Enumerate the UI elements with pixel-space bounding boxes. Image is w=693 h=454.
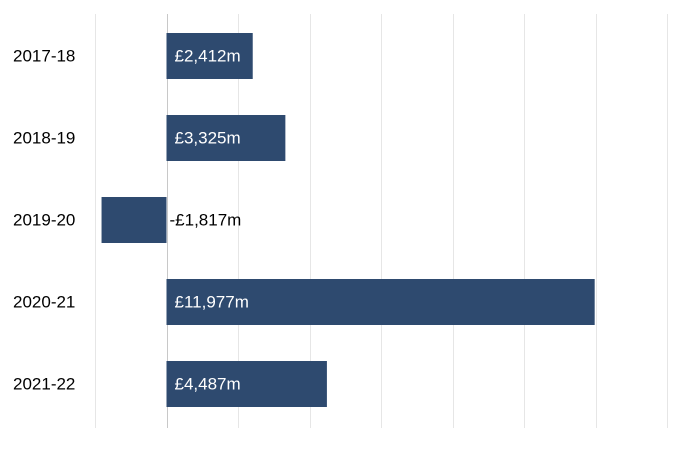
category-label: 2021-22	[13, 375, 75, 394]
category-label: 2019-20	[13, 211, 75, 230]
label-layer: 2017-18 £2,412m 2018-19 £3,325m 2019-20 -£1,8…	[13, 47, 249, 394]
bar-2017-18	[166, 33, 253, 79]
value-label: £3,325m	[175, 129, 241, 148]
value-label: £11,977m	[175, 293, 249, 312]
value-label: -£1,817m	[170, 211, 242, 230]
value-label: £2,412m	[175, 47, 241, 66]
bar-2020-21	[166, 279, 595, 325]
value-label: £4,487m	[175, 375, 241, 394]
category-label: 2020-21	[13, 293, 75, 312]
category-label: 2017-18	[13, 47, 75, 66]
bar-layer	[101, 33, 595, 407]
category-label: 2018-19	[13, 129, 75, 148]
bar-2021-22	[166, 361, 327, 407]
bar-2018-19	[166, 115, 286, 161]
grid-layer	[95, 14, 668, 428]
bar-2019-20	[101, 197, 167, 243]
